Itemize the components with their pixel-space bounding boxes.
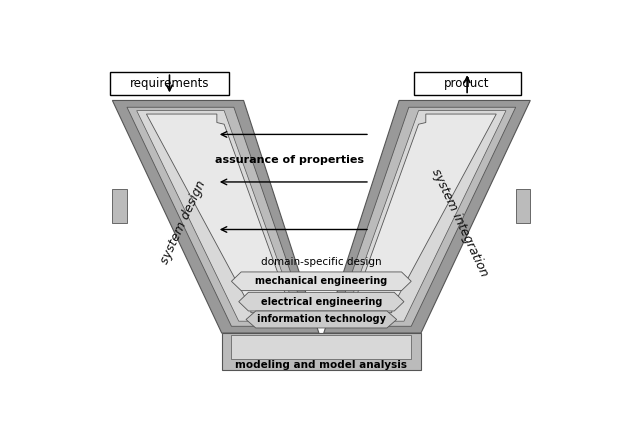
Text: system design: system design — [158, 179, 208, 266]
FancyBboxPatch shape — [414, 72, 520, 95]
Polygon shape — [222, 333, 421, 370]
Polygon shape — [112, 101, 319, 333]
Polygon shape — [147, 114, 292, 313]
Polygon shape — [343, 111, 506, 321]
Polygon shape — [516, 189, 530, 223]
Text: mechanical engineering: mechanical engineering — [255, 276, 387, 286]
Polygon shape — [137, 111, 300, 321]
Text: product: product — [445, 77, 490, 90]
Text: requirements: requirements — [130, 77, 209, 90]
Text: assurance of properties: assurance of properties — [215, 155, 364, 165]
Text: information technology: information technology — [257, 314, 386, 325]
Text: electrical engineering: electrical engineering — [261, 297, 382, 306]
FancyBboxPatch shape — [110, 72, 229, 95]
Polygon shape — [350, 114, 497, 313]
Polygon shape — [112, 189, 127, 223]
Polygon shape — [239, 292, 404, 311]
Text: domain-specific design: domain-specific design — [261, 257, 382, 267]
Text: system integration: system integration — [429, 167, 490, 279]
Text: modeling and model analysis: modeling and model analysis — [235, 360, 408, 370]
Polygon shape — [231, 272, 411, 291]
Polygon shape — [231, 335, 411, 359]
Polygon shape — [127, 107, 309, 326]
Polygon shape — [334, 107, 516, 326]
Polygon shape — [324, 101, 530, 333]
Polygon shape — [246, 311, 397, 328]
